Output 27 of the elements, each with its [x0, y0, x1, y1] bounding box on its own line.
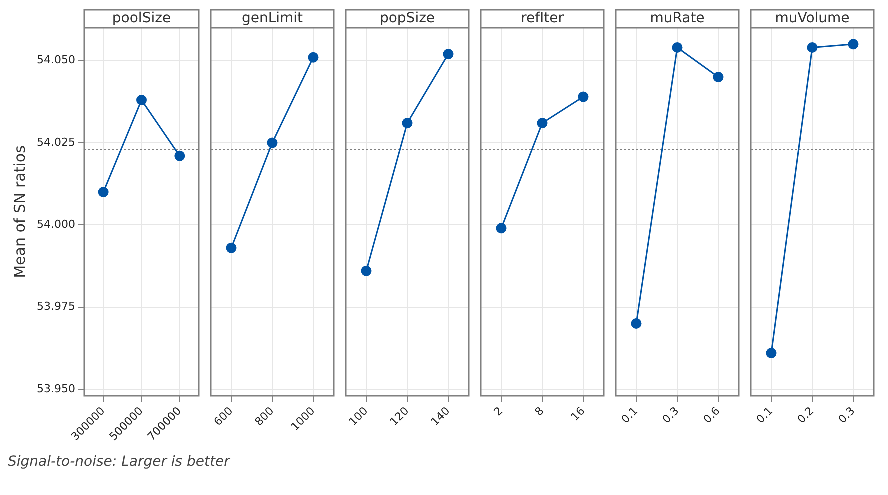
x-tick-label: 800	[252, 404, 277, 429]
chart-title: poolSize	[112, 10, 172, 27]
x-tick-label: 16	[568, 404, 588, 424]
chart-title: muVolume	[775, 10, 850, 27]
x-tick-label: 120	[388, 404, 412, 429]
x-tick-label: 100	[346, 404, 371, 429]
x-tick-label: 2	[492, 404, 506, 419]
x-tick-label: 8	[532, 404, 547, 419]
x-tick-label: 0.3	[660, 404, 682, 426]
y-tick-label: 54.050	[36, 54, 76, 67]
chart-title: popSize	[380, 10, 436, 27]
x-tick-label: 140	[428, 404, 453, 429]
y-tick-label: 54.025	[36, 136, 76, 149]
y-tick-label: 53.975	[36, 300, 76, 314]
x-tick-label: 0.1	[619, 404, 641, 426]
y-tick-label: 53.950	[36, 382, 76, 396]
x-tick-label: 0.2	[795, 404, 817, 426]
chart-title: muRate	[650, 10, 705, 27]
x-tick-label: 600	[212, 404, 236, 429]
x-tick-label: 0.3	[836, 404, 858, 426]
y-axis-title: Mean of SN ratios	[10, 145, 29, 278]
y-tick-label: 54.000	[36, 218, 76, 231]
x-tick-label: 0.6	[701, 404, 723, 426]
chart-title: genLimit	[242, 10, 304, 27]
text: Signal-to-noise: Larger is better	[8, 454, 232, 470]
chart-title: refIter	[521, 10, 564, 27]
x-tick-label: 0.1	[754, 404, 776, 426]
